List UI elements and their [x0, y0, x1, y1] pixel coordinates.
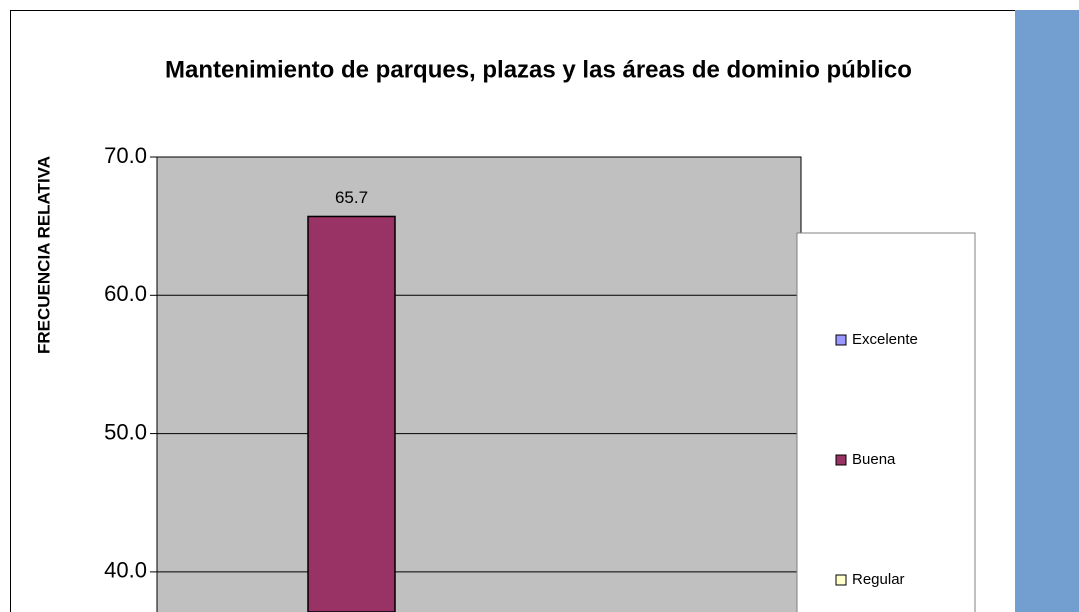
bar: [307, 215, 396, 612]
legend-label: Regular: [852, 571, 905, 588]
legend-label: Excelente: [852, 331, 918, 348]
chart-border: [10, 10, 1015, 612]
y-tick-label: 40.0: [104, 558, 147, 583]
data-label: 65.7: [335, 188, 368, 207]
legend-box: [796, 232, 976, 612]
side-strip: [1015, 10, 1079, 612]
plot-area: [156, 156, 802, 612]
y-tick-label: 70.0: [104, 143, 147, 168]
legend-swatch: [835, 574, 847, 586]
y-tick-label: 50.0: [104, 419, 147, 444]
legend-label: Buena: [852, 451, 896, 468]
chart-title: Mantenimiento de parques, plazas y las á…: [165, 56, 912, 83]
legend-swatch: [835, 454, 847, 466]
y-axis-label: FRECUENCIA RELATIVA: [34, 156, 53, 354]
y-tick-label: 60.0: [104, 281, 147, 306]
legend-swatch: [835, 334, 847, 346]
